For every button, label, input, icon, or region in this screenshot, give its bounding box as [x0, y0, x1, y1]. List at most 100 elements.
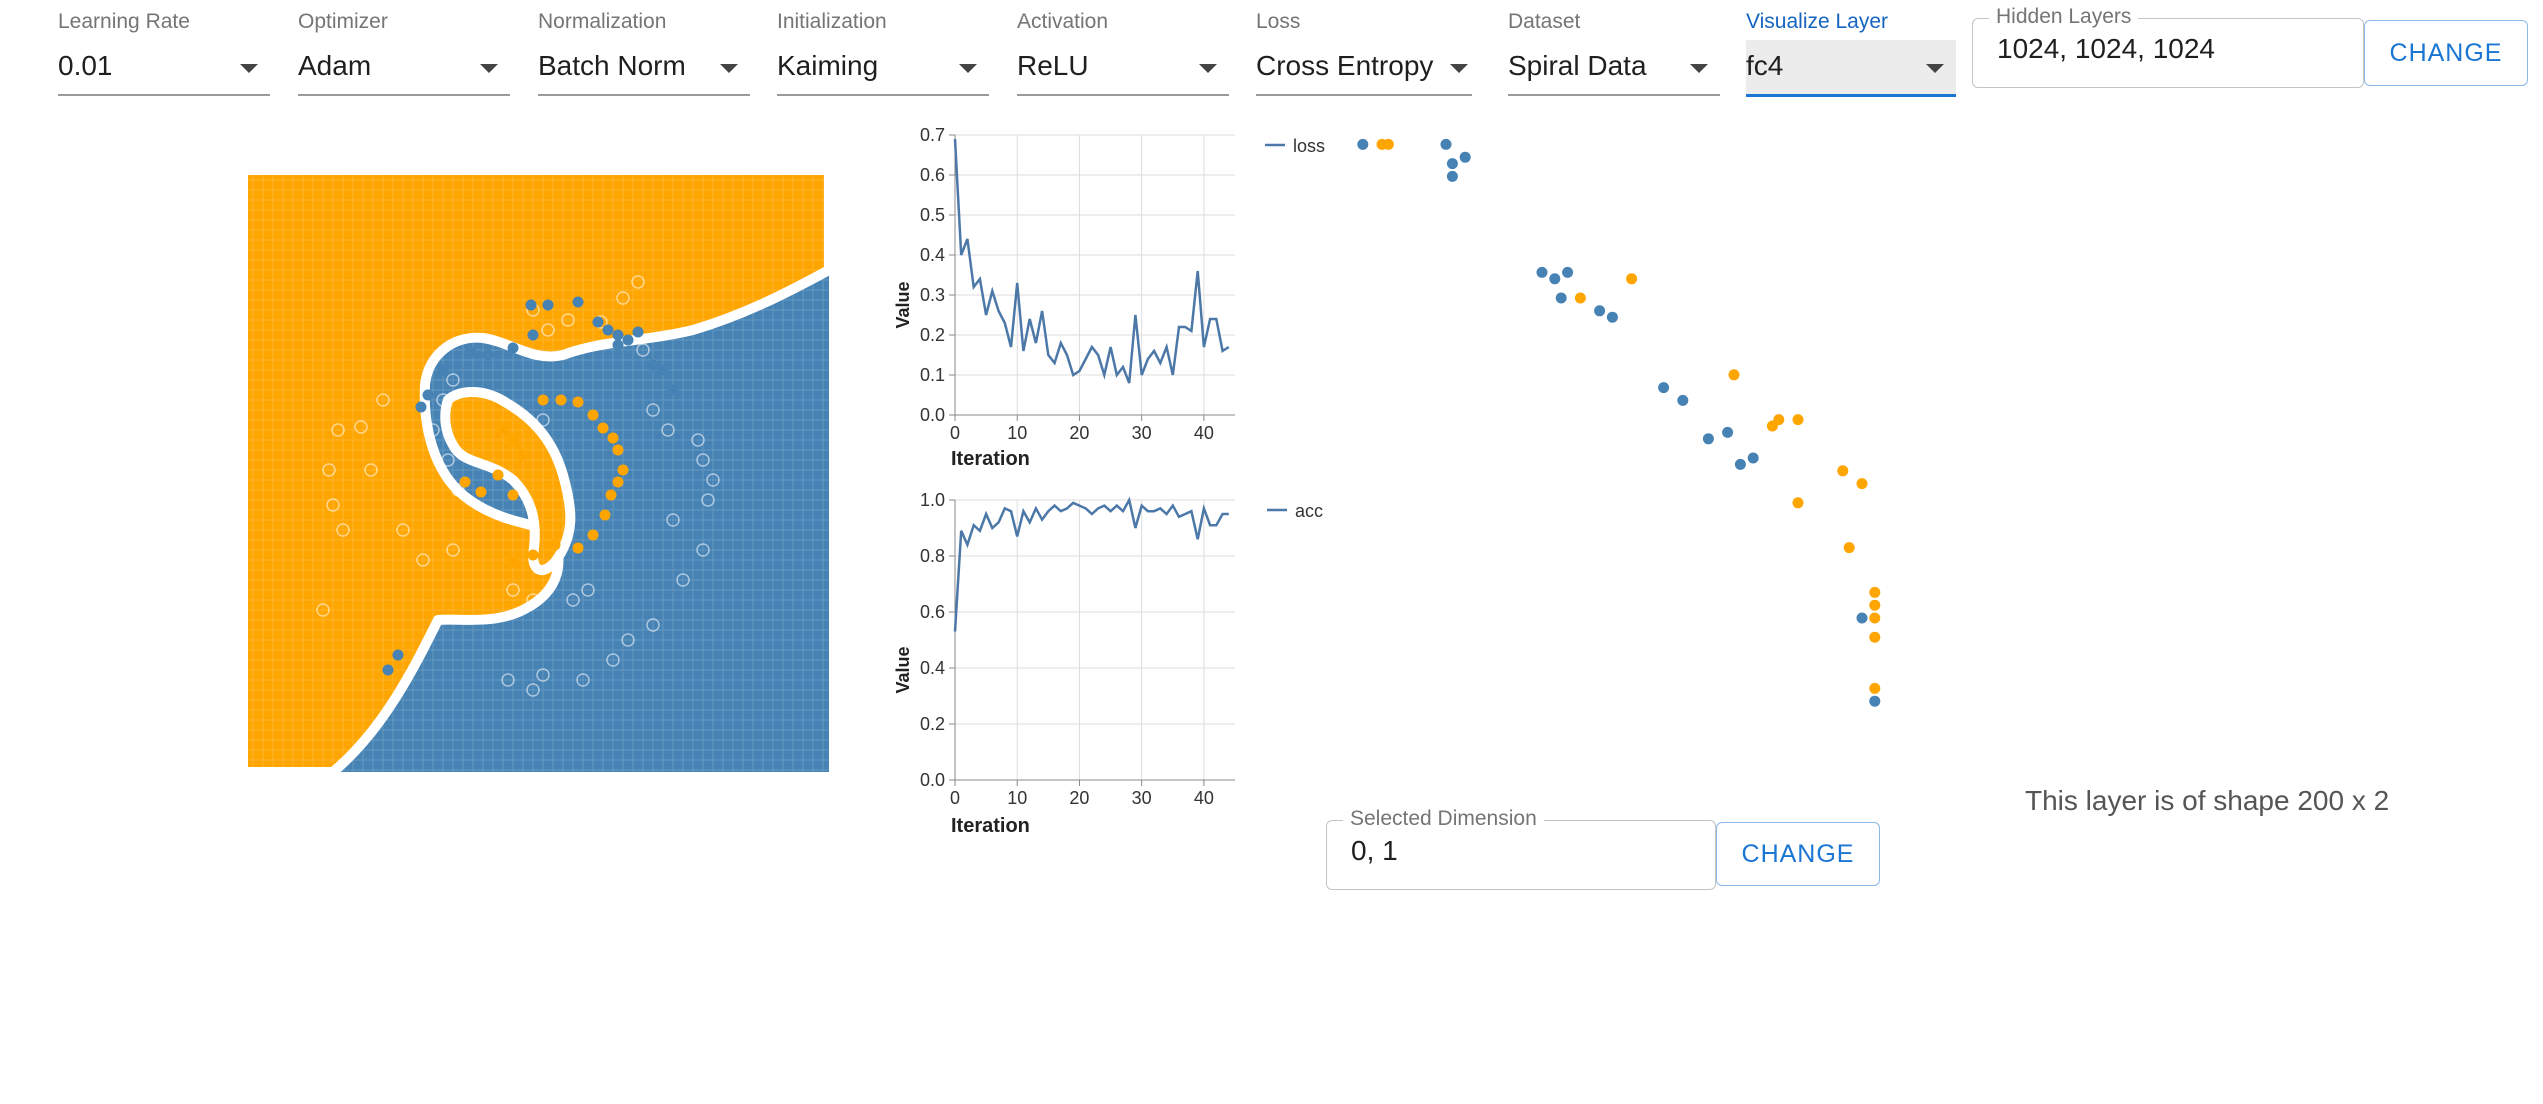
layer-shape-text: This layer is of shape 200 x 2 — [2025, 785, 2390, 816]
dataset-label: Dataset — [1508, 10, 1581, 33]
loss-series-line — [953, 138, 1230, 384]
training-point — [382, 664, 394, 676]
y-tick-label: 1.0 — [920, 490, 945, 510]
visualize-layer-select[interactable]: Visualize Layer fc4 — [1746, 10, 1956, 97]
scatter-point — [1843, 542, 1855, 554]
training-point — [497, 422, 509, 434]
legend-label: loss — [1293, 136, 1325, 156]
y-tick-label: 0.4 — [920, 658, 945, 678]
chevron-down-icon[interactable] — [959, 64, 977, 73]
activation-label: Activation — [1017, 10, 1109, 33]
chevron-down-icon[interactable] — [1690, 64, 1708, 73]
scatter-point — [1856, 478, 1868, 490]
loss-ylabel: Value — [893, 281, 913, 328]
dataset-value: Spiral Data — [1508, 50, 1647, 81]
change-hidden-layers-button[interactable]: CHANGE — [2364, 20, 2528, 86]
training-point — [515, 449, 527, 461]
y-tick-label: 0.1 — [920, 365, 945, 385]
training-point — [316, 603, 330, 617]
decision-boundary-plot — [238, 165, 834, 777]
training-point — [451, 483, 465, 497]
training-point — [612, 444, 624, 456]
y-tick-label: 0.7 — [920, 125, 945, 145]
learning-rate-label: Learning Rate — [58, 10, 190, 33]
training-points — [316, 275, 720, 697]
loss-chart-svg: 0.0 0.1 0.2 0.3 0.4 0.5 0.6 0.7 0 10 20 30 40 loss I… — [893, 125, 1325, 470]
training-point — [507, 434, 519, 446]
training-point — [392, 649, 404, 661]
training-point — [647, 359, 659, 371]
training-point — [667, 384, 679, 396]
y-tick-label: 0.5 — [920, 205, 945, 225]
scatter-point — [1606, 311, 1618, 323]
acc-series-line — [953, 496, 1229, 632]
scatter-point — [1440, 138, 1452, 150]
training-point — [492, 469, 504, 481]
training-point — [632, 326, 644, 338]
training-point — [599, 509, 611, 521]
training-point — [446, 543, 460, 557]
chevron-down-icon[interactable] — [240, 64, 258, 73]
selected-dimension-field[interactable]: Selected Dimension 0, 1 — [1326, 807, 1716, 890]
training-point — [592, 316, 604, 328]
training-point — [465, 346, 477, 358]
hidden-layers-input[interactable]: 1024, 1024, 1024 — [1997, 33, 2215, 64]
scatter-point — [1459, 151, 1471, 163]
scatter-point — [1549, 273, 1561, 285]
select-underline — [1508, 94, 1720, 96]
initialization-value: Kaiming — [777, 50, 879, 81]
training-point — [602, 324, 614, 336]
legend-label: acc — [1295, 501, 1323, 521]
activation-select[interactable]: Activation ReLU — [1017, 10, 1229, 96]
loss-select[interactable]: Loss Cross Entropy — [1256, 10, 1472, 96]
acc-xlabel: Iteration — [951, 815, 1030, 837]
optimizer-value: Adam — [298, 50, 372, 81]
training-point — [364, 463, 378, 477]
training-point — [459, 476, 471, 488]
chevron-down-icon[interactable] — [720, 64, 738, 73]
optimizer-select[interactable]: Optimizer Adam — [298, 10, 510, 96]
training-point — [572, 396, 584, 408]
training-point — [426, 423, 440, 437]
training-point — [612, 339, 624, 351]
scatter-point — [1626, 273, 1638, 285]
training-point — [527, 329, 539, 341]
learning-rate-select[interactable]: Learning Rate 0.01 — [58, 10, 270, 96]
hidden-layers-field[interactable]: Hidden Layers 1024, 1024, 1024 — [1972, 5, 2364, 88]
x-tick-label: 30 — [1132, 423, 1152, 443]
x-tick-label: 10 — [1007, 423, 1027, 443]
dataset-select[interactable]: Dataset Spiral Data — [1508, 10, 1720, 96]
loss-legend: loss — [1265, 136, 1325, 156]
normalization-select[interactable]: Normalization Batch Norm — [538, 10, 750, 96]
selected-dimension-input[interactable]: 0, 1 — [1351, 835, 1398, 866]
initialization-select[interactable]: Initialization Kaiming — [777, 10, 989, 96]
select-underline — [538, 94, 750, 96]
training-point — [336, 523, 350, 537]
chevron-down-icon[interactable] — [1450, 64, 1468, 73]
training-point — [331, 423, 345, 437]
training-point — [526, 683, 540, 697]
acc-axes: 0.0 0.2 0.4 0.6 0.8 1.0 0 10 20 30 40 — [920, 490, 1235, 808]
chevron-down-icon[interactable] — [1199, 64, 1217, 73]
scatter-point — [1773, 414, 1785, 426]
y-tick-label: 0.0 — [920, 405, 945, 425]
training-point — [437, 364, 449, 376]
chevron-down-icon[interactable] — [480, 64, 498, 73]
scatter-point — [1792, 497, 1804, 509]
change-dimension-button[interactable]: CHANGE — [1716, 822, 1880, 886]
scatter-point — [1382, 138, 1394, 150]
scatter-point — [1446, 158, 1458, 170]
scatter-point — [1869, 695, 1881, 707]
training-point — [657, 364, 669, 376]
x-tick-label: 30 — [1132, 788, 1152, 808]
normalization-label: Normalization — [538, 10, 667, 33]
visualize-layer-value: fc4 — [1746, 50, 1784, 81]
visualize-layer-label: Visualize Layer — [1746, 10, 1889, 33]
training-point — [526, 593, 540, 607]
chevron-down-icon[interactable] — [1926, 64, 1944, 73]
scatter-point — [1869, 631, 1881, 643]
training-point — [691, 433, 705, 447]
scatter-point — [1722, 426, 1734, 438]
training-point — [587, 409, 599, 421]
acc-ylabel: Value — [893, 646, 913, 693]
